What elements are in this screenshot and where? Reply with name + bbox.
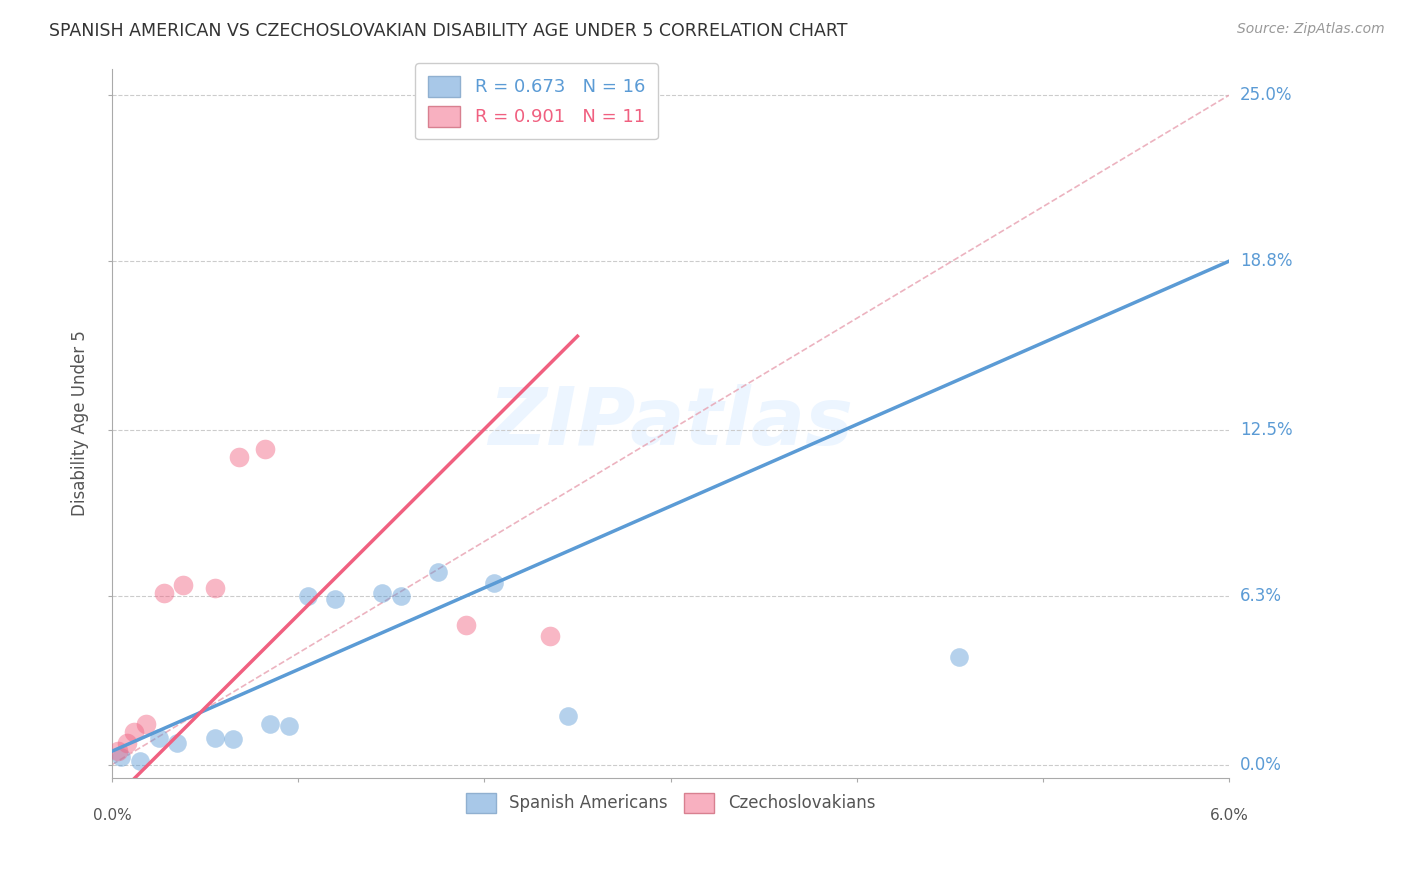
Point [153, 586, 176, 600]
Point [259, 717, 281, 731]
Text: 6.3%: 6.3% [1240, 587, 1282, 605]
Point [253, 442, 276, 456]
Text: 0.0%: 0.0% [93, 808, 132, 823]
Point [115, 736, 138, 750]
Point [278, 719, 301, 733]
Point [371, 586, 394, 600]
Text: ZIPatlas: ZIPatlas [488, 384, 853, 462]
Point [148, 731, 170, 745]
Text: Source: ZipAtlas.com: Source: ZipAtlas.com [1237, 22, 1385, 37]
Point [228, 450, 250, 464]
Point [110, 749, 132, 764]
Point [107, 744, 129, 758]
Point [482, 575, 505, 590]
Point [135, 717, 157, 731]
Point [166, 736, 188, 750]
Legend: Spanish Americans, Czechoslovakians: Spanish Americans, Czechoslovakians [460, 787, 882, 819]
Point [538, 629, 561, 643]
Point [204, 581, 226, 595]
Text: 18.8%: 18.8% [1240, 252, 1292, 270]
Text: 0.0%: 0.0% [1240, 756, 1282, 773]
Text: SPANISH AMERICAN VS CZECHOSLOVAKIAN DISABILITY AGE UNDER 5 CORRELATION CHART: SPANISH AMERICAN VS CZECHOSLOVAKIAN DISA… [49, 22, 848, 40]
Text: 25.0%: 25.0% [1240, 87, 1292, 104]
Point [454, 618, 477, 632]
Text: 12.5%: 12.5% [1240, 421, 1292, 439]
Point [204, 731, 226, 745]
Point [172, 578, 194, 592]
Point [426, 565, 449, 579]
Text: 6.0%: 6.0% [1209, 808, 1249, 823]
Point [325, 591, 347, 606]
Y-axis label: Disability Age Under 5: Disability Age Under 5 [72, 330, 89, 516]
Point [948, 650, 970, 665]
Point [222, 732, 245, 747]
Point [389, 589, 412, 603]
Point [129, 754, 152, 768]
Point [557, 709, 579, 723]
Point [124, 725, 146, 739]
Point [297, 589, 319, 603]
